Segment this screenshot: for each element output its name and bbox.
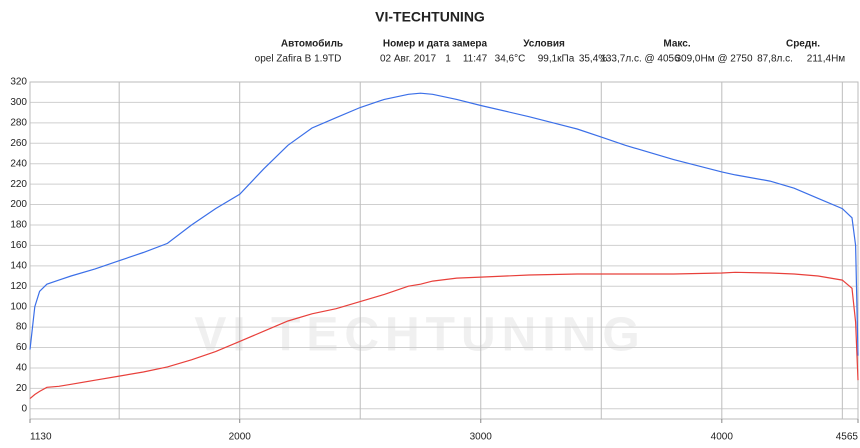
header-value: 35,4% bbox=[579, 54, 607, 65]
y-tick-label: 240 bbox=[10, 158, 27, 169]
y-tick-label: 160 bbox=[10, 240, 27, 251]
y-tick-label: 120 bbox=[10, 281, 27, 292]
y-tick-label: 80 bbox=[16, 322, 28, 333]
y-tick-label: 260 bbox=[10, 138, 27, 149]
x-tick-label: 1130 bbox=[30, 432, 52, 443]
y-tick-label: 140 bbox=[10, 260, 27, 271]
data-line bbox=[29, 271, 859, 400]
x-tick-label: 3000 bbox=[470, 432, 493, 443]
header-column: Номер и дата замера bbox=[383, 39, 488, 50]
header-column: Условия bbox=[523, 39, 565, 50]
header-value: 11:47 bbox=[463, 54, 488, 65]
chart-title: VI-TECHTUNING bbox=[375, 9, 485, 25]
y-tick-label: 220 bbox=[10, 179, 27, 190]
header-column: Средн. bbox=[786, 39, 820, 50]
y-tick-label: 320 bbox=[10, 77, 27, 88]
header-value: 133,7л.с. @ 4056 bbox=[600, 54, 680, 65]
header-value: 309,0Нм @ 2750 bbox=[675, 54, 753, 65]
header-value: 02 Авг. 2017 bbox=[380, 54, 437, 65]
y-tick-label: 280 bbox=[10, 117, 27, 128]
y-tick-label: 200 bbox=[10, 199, 27, 210]
x-tick-label: 2000 bbox=[229, 432, 252, 443]
header-value: 87,8л.с. bbox=[757, 54, 793, 65]
y-tick-label: 0 bbox=[21, 403, 27, 414]
header-value: 211,4Нм bbox=[807, 54, 846, 65]
header-column: Автомобиль bbox=[281, 38, 343, 50]
x-tick-label: 4000 bbox=[711, 432, 734, 443]
watermark: VI TECHTUNING bbox=[194, 309, 645, 362]
y-tick-label: 100 bbox=[10, 301, 27, 312]
y-tick-label: 180 bbox=[10, 220, 27, 231]
y-tick-label: 300 bbox=[10, 97, 27, 108]
y-tick-label: 40 bbox=[16, 363, 28, 374]
data-line bbox=[29, 92, 859, 356]
y-tick-label: 20 bbox=[16, 383, 28, 394]
y-tick-label: 60 bbox=[16, 342, 28, 353]
header-value: opel Zafira B 1.9TD bbox=[255, 54, 342, 65]
header-value: 34,6°C bbox=[495, 54, 526, 65]
header-value: 99,1кПа bbox=[538, 54, 575, 65]
plot-frame bbox=[29, 81, 859, 420]
header-column: Макс. bbox=[663, 39, 690, 50]
header-value: 1 bbox=[445, 54, 451, 65]
x-tick-label: 4565 bbox=[836, 432, 859, 443]
